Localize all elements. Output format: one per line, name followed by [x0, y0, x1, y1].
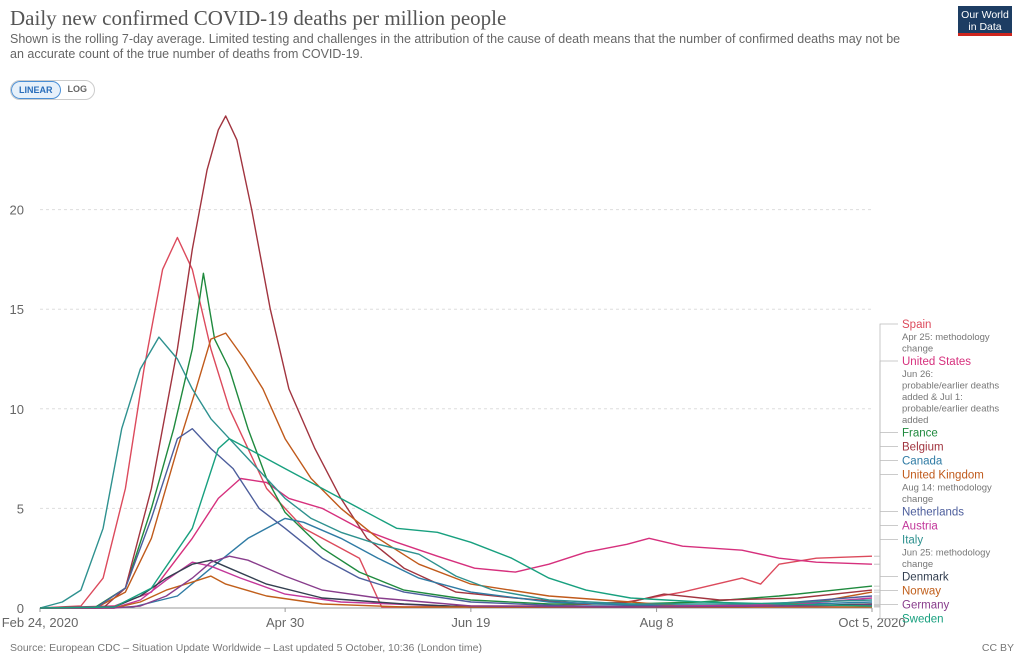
legend-label-denmark: Denmark — [902, 572, 949, 584]
logo-line2: in Data — [968, 21, 1002, 33]
x-tick-label: Aug 8 — [640, 615, 674, 630]
legend-connector — [874, 539, 898, 601]
legend-label-united-states: United States — [902, 356, 971, 368]
series-line-spain — [39, 236, 873, 609]
legend-note: Jun 26: — [902, 369, 933, 380]
legend-note: probable/earlier deaths — [902, 381, 999, 392]
legend-connector — [874, 511, 898, 597]
legend-note: Apr 25: methodology — [902, 332, 990, 343]
legend-connector — [874, 432, 898, 587]
series-line-united-states — [39, 477, 873, 609]
source-note: Source: European CDC – Situation Update … — [10, 642, 483, 654]
page-title: Daily new confirmed COVID-19 deaths per … — [10, 6, 507, 30]
legend-label-belgium: Belgium — [902, 442, 944, 454]
series-line-belgium — [40, 115, 873, 609]
series-line-france — [39, 272, 873, 609]
legend-note: Jun 25: methodology — [902, 548, 990, 559]
linear-toggle-button[interactable]: LINEAR — [11, 81, 61, 99]
y-tick-label: 0 — [17, 601, 24, 616]
legend-note: added — [902, 415, 928, 426]
legend-connector — [874, 605, 898, 619]
license-label[interactable]: CC BY — [981, 642, 1014, 654]
series-line-norway — [40, 575, 872, 609]
legend-connector — [874, 460, 898, 603]
y-tick-label: 10 — [10, 402, 24, 417]
series-line-sweden — [39, 438, 873, 609]
legend-label-netherlands: Netherlands — [902, 507, 964, 519]
logo-accent-bar — [958, 33, 1012, 36]
legend-note: Aug 14: methodology — [902, 483, 992, 494]
legend-note: added & Jul 1: — [902, 392, 963, 403]
legend-connector — [874, 446, 898, 591]
legend-connector — [874, 590, 898, 608]
series-line-germany — [40, 555, 873, 609]
y-tick-label: 5 — [17, 501, 24, 516]
legend-label-united-kingdom: United Kingdom — [902, 470, 984, 482]
legend-label-spain: Spain — [902, 319, 931, 331]
legend-label-norway: Norway — [902, 586, 941, 598]
x-tick-label: Oct 5, 2020 — [838, 615, 905, 630]
legend-note: change — [902, 494, 933, 505]
legend-label-sweden: Sweden — [902, 614, 944, 626]
legend-label-austria: Austria — [902, 521, 938, 533]
owid-logo[interactable]: Our World in Data — [958, 6, 1012, 36]
legend-label-germany: Germany — [902, 600, 950, 612]
legend-label-france: France — [902, 428, 938, 440]
x-tick-label: Feb 24, 2020 — [2, 615, 79, 630]
legend-connector — [874, 604, 898, 606]
page-subtitle: Shown is the rolling 7-day average. Limi… — [10, 32, 901, 61]
series-line-netherlands — [40, 428, 873, 609]
series-line-italy — [39, 336, 873, 609]
legend-note: change — [902, 559, 933, 570]
legend-label-italy: Italy — [902, 535, 923, 547]
log-toggle-button[interactable]: LOG — [67, 84, 88, 94]
legend-connector — [874, 474, 898, 593]
series-line-united-kingdom — [40, 332, 873, 609]
x-tick-label: Jun 19 — [451, 615, 490, 630]
y-tick-label: 15 — [10, 302, 24, 317]
legend-connector — [874, 323, 898, 557]
legend-label-canada: Canada — [902, 456, 943, 468]
y-tick-label: 20 — [10, 203, 24, 218]
scale-toggle: LINEAR LOG — [10, 80, 95, 100]
series-line-canada — [39, 517, 873, 609]
legend-connector — [874, 360, 898, 565]
logo-line1: Our World — [961, 9, 1009, 21]
legend-connector — [874, 525, 898, 599]
x-tick-label: Apr 30 — [266, 615, 304, 630]
legend-note: change — [902, 344, 933, 355]
legend-note: probable/earlier deaths — [902, 404, 999, 415]
